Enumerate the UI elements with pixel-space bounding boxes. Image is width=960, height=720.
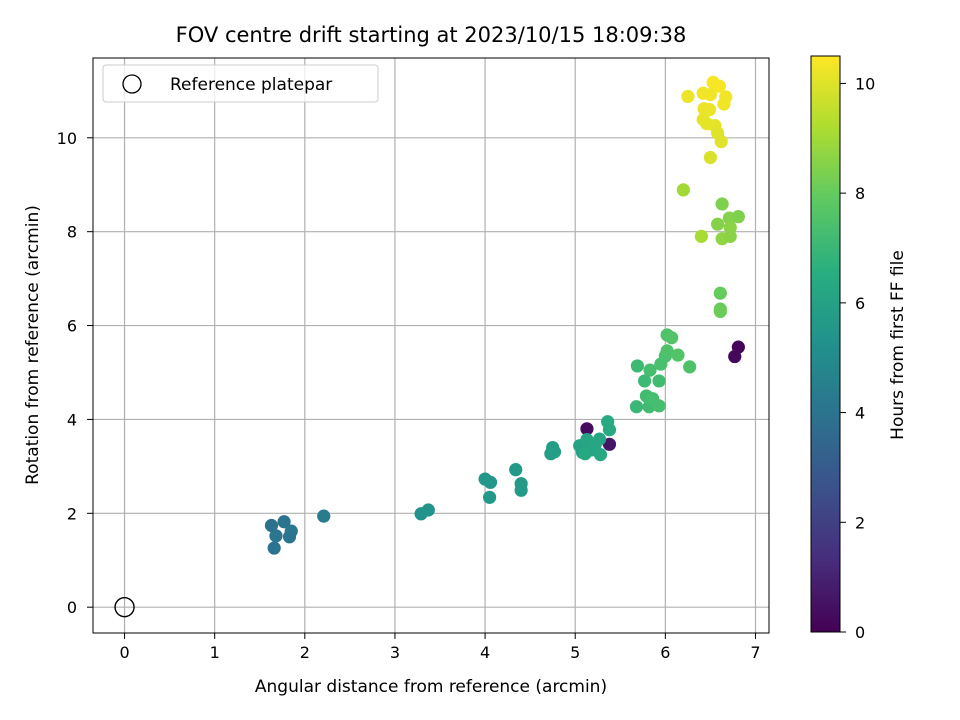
- y-axis-ticks: 0 2 4 6 8 10: [57, 129, 93, 617]
- data-point: [514, 483, 528, 497]
- data-point: [731, 210, 745, 224]
- colorbar-gradient: [810, 55, 841, 633]
- reference-marker: [114, 596, 135, 618]
- x-tick-label: 1: [210, 643, 220, 662]
- legend-marker-icon: [122, 74, 142, 94]
- x-axis-ticks: 0 1 2 3 4 5 6 7: [119, 633, 761, 662]
- x-tick-label: 0: [119, 643, 129, 662]
- x-tick-label: 4: [480, 643, 490, 662]
- data-point: [602, 437, 617, 451]
- data-point: [703, 88, 718, 102]
- data-point: [681, 89, 695, 104]
- data-point: [482, 490, 497, 504]
- x-tick-label: 6: [660, 643, 670, 662]
- data-point: [652, 374, 666, 388]
- colorbar-tick-label: 0: [855, 623, 865, 642]
- data-point: [638, 374, 652, 388]
- data-point: [717, 97, 731, 111]
- data-point: [702, 103, 717, 117]
- data-point: [267, 541, 281, 555]
- data-point: [711, 217, 725, 231]
- data-point: [660, 344, 674, 358]
- data-point: [715, 197, 729, 211]
- x-tick-label: 3: [390, 643, 400, 662]
- colorbar-label: Hours from first FF file: [888, 250, 908, 440]
- plot-frame: [92, 57, 770, 634]
- data-point: [713, 286, 727, 300]
- data-points: [264, 75, 745, 555]
- data-point: [317, 509, 331, 523]
- data-point: [483, 475, 498, 489]
- data-point: [269, 529, 283, 543]
- data-point: [547, 445, 562, 459]
- y-tick-label: 2: [67, 504, 77, 523]
- data-point: [676, 183, 690, 197]
- data-point: [703, 150, 718, 165]
- y-tick-label: 0: [67, 598, 77, 617]
- data-point: [713, 304, 727, 319]
- colorbar-tick-label: 4: [855, 404, 865, 423]
- data-point: [277, 515, 291, 529]
- data-point: [671, 348, 685, 362]
- legend: Reference platepar: [102, 64, 379, 103]
- data-point: [578, 447, 592, 461]
- data-point: [602, 423, 617, 437]
- grid-lines: [93, 58, 769, 633]
- data-point: [421, 503, 435, 517]
- data-point: [683, 360, 697, 374]
- data-point: [592, 432, 607, 446]
- data-point: [652, 399, 666, 413]
- data-point: [712, 79, 727, 93]
- chart-title: FOV centre drift starting at 2023/10/15 …: [176, 23, 687, 47]
- colorbar-ticks: 0 2 4 6 8 10: [840, 74, 875, 642]
- colorbar-tick-label: 2: [855, 513, 865, 532]
- y-axis-label: Rotation from reference (arcmin): [23, 205, 43, 485]
- data-point: [509, 463, 523, 477]
- y-tick-label: 10: [57, 129, 77, 148]
- x-axis-label: Angular distance from reference (arcmin): [255, 677, 607, 697]
- legend-label: Reference platepar: [170, 75, 332, 95]
- data-point: [580, 422, 594, 436]
- colorbar-tick-label: 10: [855, 74, 875, 93]
- colorbar-tick-label: 8: [855, 184, 865, 203]
- data-point: [694, 229, 709, 243]
- data-point: [714, 134, 728, 149]
- legend-box: [102, 64, 379, 103]
- data-point: [593, 448, 608, 462]
- data-point: [643, 363, 657, 377]
- x-tick-label: 7: [750, 643, 760, 662]
- y-tick-label: 6: [67, 317, 77, 336]
- data-point: [723, 229, 737, 243]
- data-point: [282, 530, 297, 544]
- x-tick-label: 5: [570, 643, 580, 662]
- data-point: [264, 518, 279, 533]
- colorbar: 0 2 4 6 8 10 Hours from first FF file: [810, 55, 908, 642]
- reference-point: [114, 596, 135, 618]
- colorbar-tick-label: 6: [855, 294, 865, 313]
- data-point: [665, 331, 679, 345]
- y-tick-label: 4: [67, 410, 77, 429]
- data-point: [629, 400, 644, 414]
- data-point: [728, 349, 742, 364]
- y-tick-label: 8: [67, 223, 77, 242]
- x-tick-label: 2: [300, 643, 310, 662]
- data-point: [630, 359, 645, 373]
